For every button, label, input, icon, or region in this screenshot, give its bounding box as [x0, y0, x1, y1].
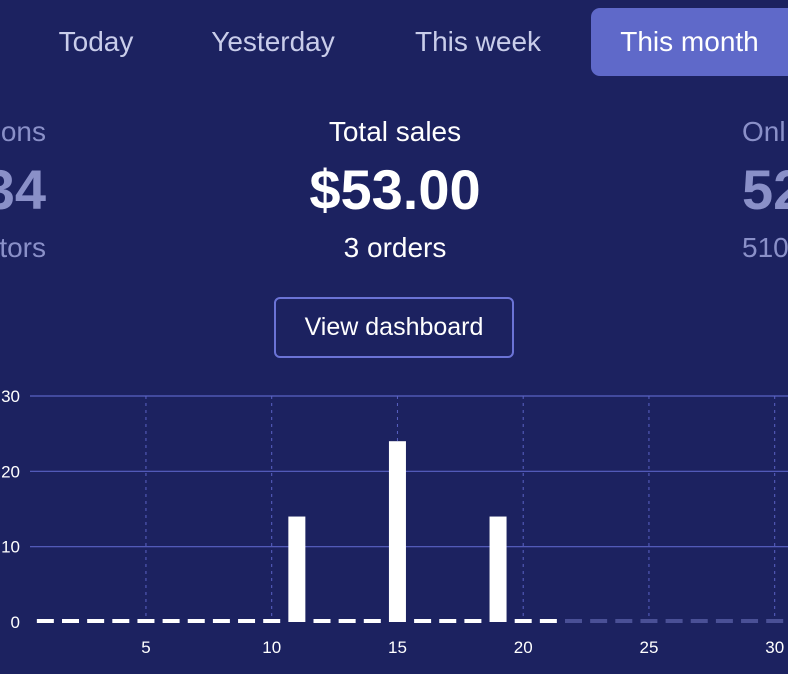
tab-this-month[interactable]: This month — [591, 8, 788, 76]
bar-zero — [615, 619, 633, 623]
total-sales-value: $53.00 — [309, 158, 481, 221]
x-tick-label: 25 — [639, 638, 658, 657]
stat-right-label: Onl — [742, 116, 786, 147]
stat-left-value: 34 — [0, 158, 46, 221]
bar-zero — [36, 619, 54, 623]
period-tabs: Today Yesterday This week This month — [0, 8, 788, 76]
bar-zero — [690, 619, 708, 623]
y-tick-label: 30 — [1, 387, 20, 406]
stat-total-sales: Total sales $53.00 3 orders — [230, 112, 560, 268]
tab-today[interactable]: Today — [58, 26, 134, 57]
bar-zero — [338, 619, 356, 623]
stat-right-value: 52 — [742, 158, 788, 221]
stat-left-sub: tors — [0, 232, 46, 263]
x-tick-label: 10 — [262, 638, 281, 657]
bar-zero — [187, 619, 205, 623]
bar — [489, 516, 507, 622]
bar — [288, 516, 306, 622]
stat-right-sub: 510 — [742, 232, 788, 263]
bar-zero — [439, 619, 457, 623]
stat-right: Onl 52 510 — [742, 112, 788, 268]
y-tick-label: 10 — [1, 538, 20, 557]
bar-zero — [640, 619, 658, 623]
bar-zero — [414, 619, 432, 623]
bar-zero — [363, 619, 381, 623]
bar-zero — [514, 619, 532, 623]
bar — [388, 441, 406, 622]
bar-zero — [464, 619, 482, 623]
x-tick-label: 5 — [141, 638, 150, 657]
bar-zero — [62, 619, 79, 623]
tab-this-week[interactable]: This week — [414, 26, 542, 57]
stat-left: ons 34 tors — [0, 112, 46, 268]
bar-zero — [665, 619, 683, 623]
bar-zero — [590, 619, 608, 623]
bar-zero — [212, 619, 230, 623]
bar-zero — [565, 619, 582, 623]
bar-zero — [313, 619, 331, 623]
bar-zero — [741, 619, 759, 623]
x-tick-label: 20 — [514, 638, 533, 657]
bar-zero — [766, 619, 784, 623]
bar-zero — [539, 619, 557, 623]
bar-zero — [162, 619, 180, 623]
bar-zero — [87, 619, 105, 623]
y-tick-label: 0 — [11, 613, 20, 632]
x-tick-label: 30 — [765, 638, 784, 657]
bar-zero — [112, 619, 130, 623]
view-dashboard-button[interactable]: View dashboard — [274, 297, 514, 358]
orders-count: 3 orders — [343, 232, 447, 263]
y-tick-label: 20 — [1, 462, 20, 481]
bar-zero — [715, 619, 733, 623]
bar-zero — [238, 619, 256, 623]
bar-zero — [263, 619, 281, 623]
sales-chart: 0 10 20 30 5 10 15 20 25 30 — [1, 387, 788, 657]
bar-zero — [137, 619, 155, 623]
tab-yesterday[interactable]: Yesterday — [211, 26, 335, 57]
stat-left-label: ons — [0, 116, 46, 147]
total-sales-label: Total sales — [328, 116, 462, 147]
x-tick-label: 15 — [388, 638, 407, 657]
